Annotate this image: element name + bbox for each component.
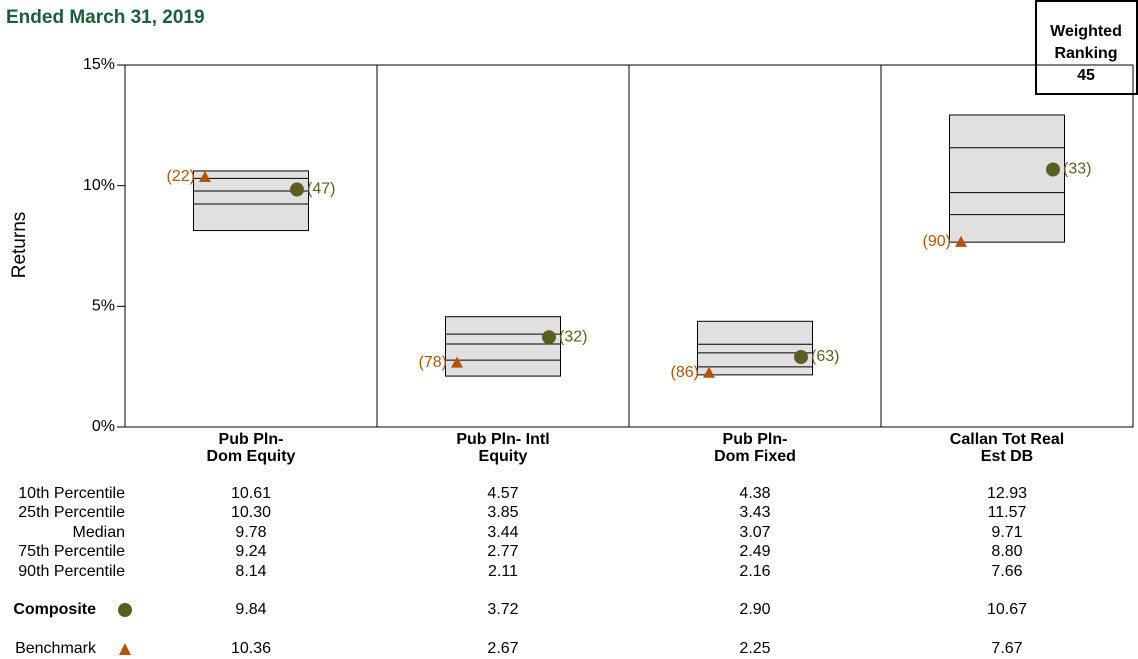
rank-label: (22) <box>167 168 195 185</box>
table-value: 8.80 <box>991 543 1022 560</box>
benchmark-marker <box>199 170 211 182</box>
table-value: 4.38 <box>739 485 770 502</box>
table-value: 2.90 <box>739 601 770 618</box>
table-value: 2.49 <box>739 543 770 560</box>
table-value: 3.85 <box>487 504 518 521</box>
x-tick-label: Est DB <box>981 448 1033 465</box>
percentile-box <box>193 170 309 232</box>
rank-label: (32) <box>559 328 587 345</box>
table-value: 9.71 <box>991 524 1022 541</box>
percentile-box <box>697 320 813 376</box>
row-label: 25th Percentile <box>18 504 125 521</box>
ranking-label: Ranking <box>1054 45 1117 62</box>
table-value: 3.07 <box>739 524 770 541</box>
table-value: 2.11 <box>488 563 518 580</box>
benchmark-marker <box>451 356 463 368</box>
percentile-box <box>949 114 1065 243</box>
row-label: Median <box>73 524 125 541</box>
x-tick-label: Dom Fixed <box>714 448 796 465</box>
percentile-box <box>445 316 561 377</box>
table-value: 9.24 <box>235 543 266 560</box>
ranking-box <box>1035 0 1138 95</box>
x-tick-label: Pub Pln- Intl <box>456 431 549 448</box>
table-value: 11.57 <box>988 504 1027 521</box>
table-value: 8.14 <box>235 563 266 580</box>
table-value: 10.67 <box>987 601 1027 618</box>
x-tick-label: Dom Equity <box>207 448 296 465</box>
composite-marker <box>1046 162 1060 177</box>
chart-title: Ended March 31, 2019 <box>6 7 205 28</box>
x-tick-label: Equity <box>479 448 528 465</box>
row-label: 90th Percentile <box>18 563 125 580</box>
benchmark-marker <box>955 235 967 247</box>
table-value: 2.25 <box>739 640 770 657</box>
table-value: 3.72 <box>487 601 518 618</box>
composite-marker <box>290 182 304 197</box>
y-tick-label: 5% <box>92 298 115 315</box>
legend-label: Benchmark <box>15 640 97 657</box>
composite-marker <box>542 330 556 345</box>
y-tick-label: 15% <box>83 56 115 73</box>
rank-label: (33) <box>1063 161 1091 178</box>
rank-label: (86) <box>671 364 699 381</box>
y-tick-label: 0% <box>92 418 115 435</box>
table-value: 2.77 <box>487 543 518 560</box>
table-value: 9.84 <box>235 601 266 618</box>
table-value: 2.16 <box>739 563 770 580</box>
legend-marker <box>118 603 132 617</box>
ranking-value: 45 <box>1077 67 1095 84</box>
table-value: 12.93 <box>987 485 1027 502</box>
table-value: 10.30 <box>231 504 271 521</box>
table-value: 10.36 <box>231 640 271 657</box>
legend-marker <box>119 643 131 655</box>
composite-marker <box>794 350 808 365</box>
table-value: 3.44 <box>487 524 518 541</box>
legend-label: Composite <box>13 601 96 618</box>
x-tick-label: Pub Pln- <box>219 431 284 448</box>
benchmark-marker <box>703 366 715 378</box>
row-label: 75th Percentile <box>18 543 125 560</box>
rank-label: (63) <box>811 348 839 365</box>
x-tick-label: Pub Pln- <box>723 431 788 448</box>
table-value: 2.67 <box>487 640 518 657</box>
rank-label: (47) <box>307 181 335 198</box>
table-value: 4.57 <box>487 485 518 502</box>
table-value: 7.67 <box>991 640 1022 657</box>
rank-label: (78) <box>419 354 447 371</box>
ranking-label: Weighted <box>1050 23 1122 40</box>
table-value: 3.43 <box>739 504 770 521</box>
table-value: 9.78 <box>235 524 266 541</box>
rank-label: (90) <box>923 233 951 250</box>
row-label: 10th Percentile <box>18 485 125 502</box>
y-axis-label: Returns <box>9 212 30 279</box>
y-tick-label: 10% <box>83 177 115 194</box>
table-value: 10.61 <box>231 485 271 502</box>
x-tick-label: Callan Tot Real <box>950 431 1064 448</box>
table-value: 7.66 <box>991 563 1022 580</box>
